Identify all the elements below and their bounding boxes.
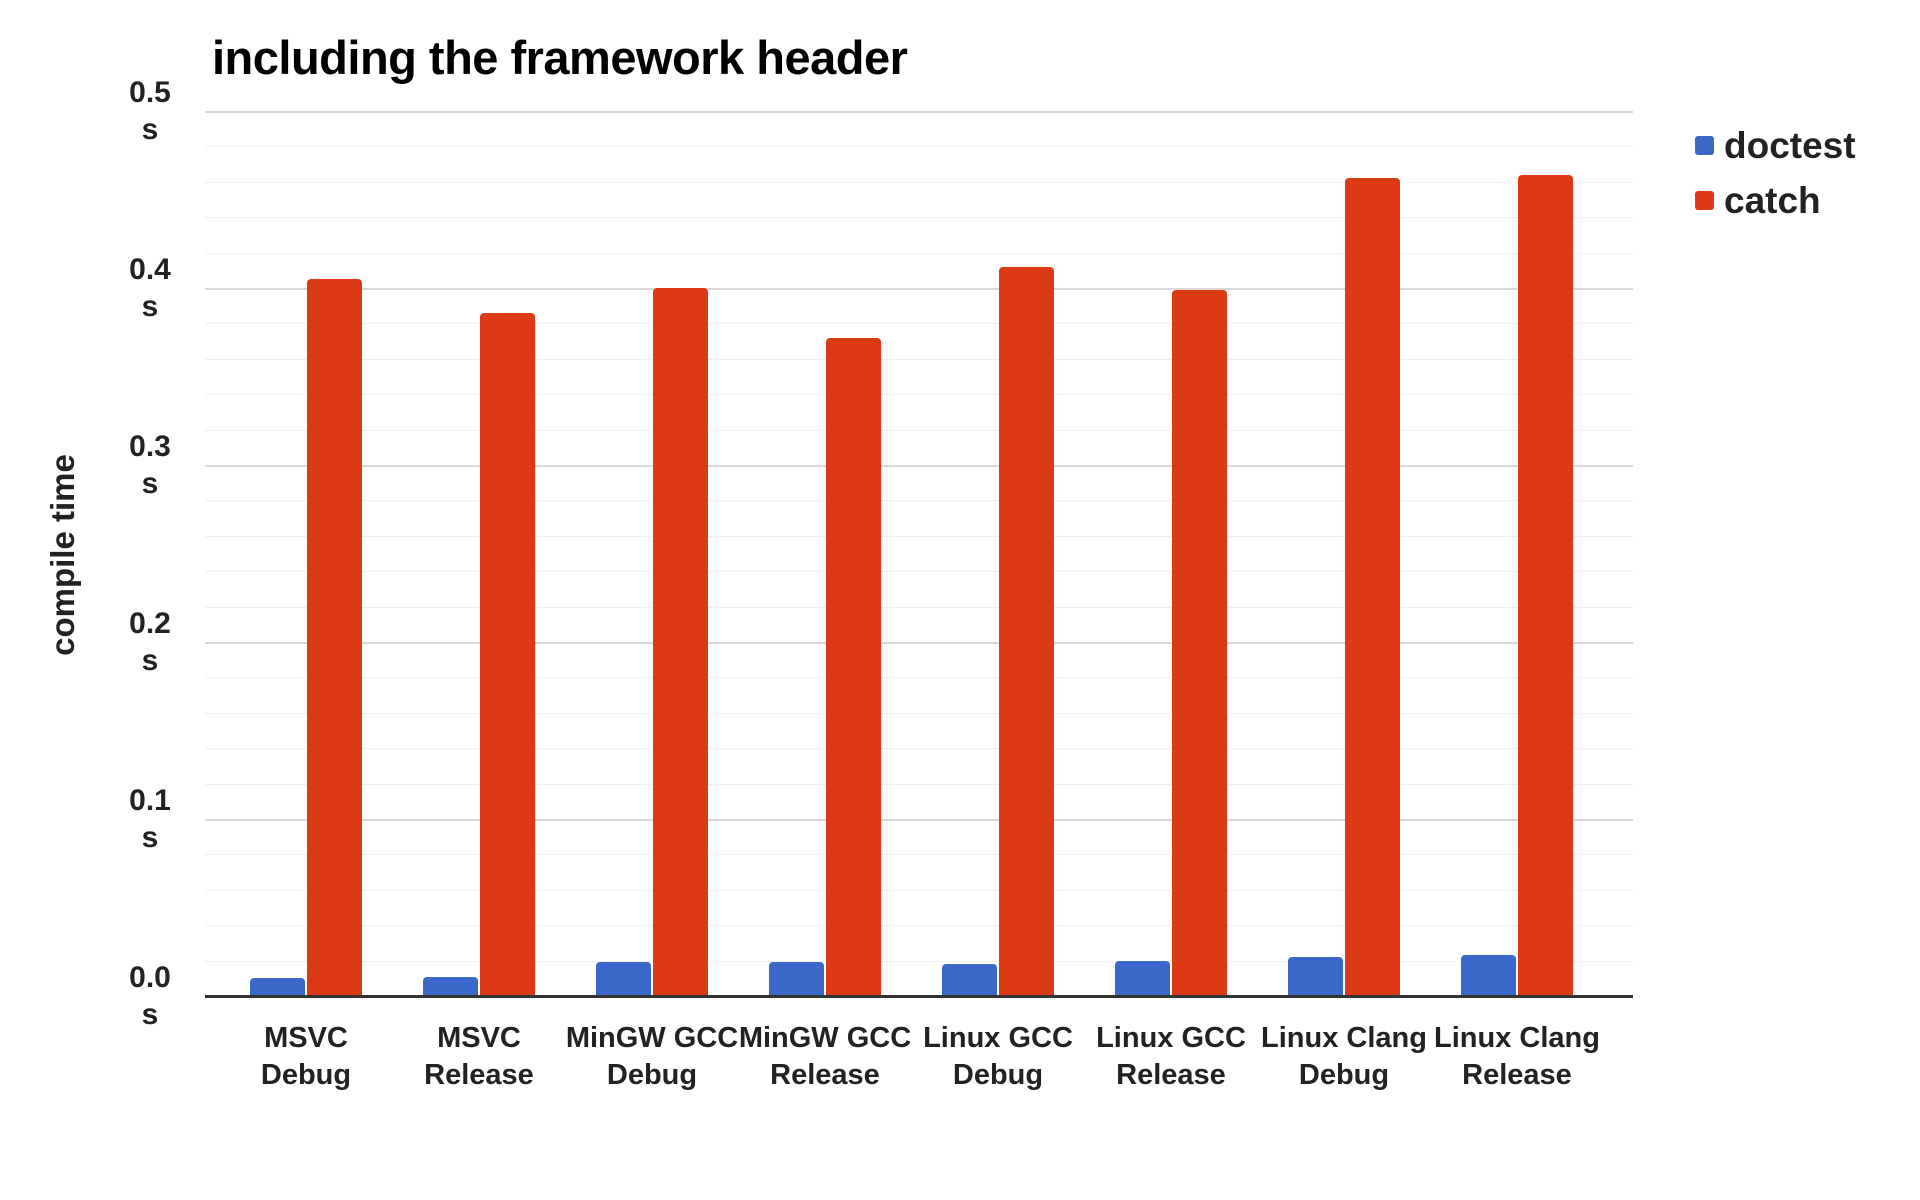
bar-doctest-7 [1461,955,1516,996]
x-axis-category-line: MSVC [264,1022,348,1054]
bar-doctest-1 [423,977,478,996]
y-tick-value: 0.1 [129,784,171,817]
gridline-minor [205,571,1633,572]
legend: doctest catch [1695,118,1856,228]
x-axis-category-line: Release [424,1059,534,1091]
y-tick-value: 0.2 [129,607,171,640]
x-axis-category-line: Linux Clang [1261,1022,1427,1054]
x-axis-line [205,995,1633,998]
bar-catch-4 [999,267,1054,996]
bar-catch-2 [653,288,708,996]
y-tick-value: 0.5 [129,76,171,109]
y-tick-label: 0.4 s [105,251,195,325]
gridline-minor [205,217,1633,218]
y-tick-value: 0.0 [129,961,171,994]
x-axis-category-line: Release [770,1059,880,1091]
legend-item-catch: catch [1695,173,1856,228]
x-axis-category-label: MinGW GCC Debug [557,1020,747,1094]
bar-doctest-5 [1115,961,1170,996]
y-tick-value: 0.3 [129,430,171,463]
gridline-minor [205,253,1633,254]
x-axis-category-line: Release [1462,1059,1572,1091]
x-axis-category-line: Linux Clang [1434,1022,1600,1054]
y-tick-unit: s [141,644,159,677]
gridline-minor [205,536,1633,537]
legend-swatch-catch-icon [1695,191,1714,210]
x-axis-category-label: MSVC Debug [211,1020,401,1094]
bar-catch-7 [1518,175,1573,996]
x-axis-category-line: MSVC [437,1022,521,1054]
y-tick-unit: s [141,998,159,1031]
y-axis-title: compile time [44,454,81,656]
legend-label-doctest: doctest [1724,124,1856,166]
gridline-minor [205,359,1633,360]
gridline-minor [205,961,1633,962]
bar-catch-0 [307,279,362,996]
y-tick-label: 0.2 s [105,605,195,679]
gridline-major [205,465,1633,467]
x-axis-category-line: Release [1116,1059,1226,1091]
legend-swatch-doctest-icon [1695,136,1714,155]
gridline-minor [205,925,1633,926]
y-tick-label: 0.3 s [105,428,195,502]
y-tick-unit: s [141,113,159,146]
legend-label-catch: catch [1724,179,1821,221]
x-axis-category-line: MinGW GCC [738,1022,912,1054]
bar-doctest-6 [1288,957,1343,996]
y-tick-label: 0.1 s [105,782,195,856]
gridline-minor [205,677,1633,678]
gridline-major [205,111,1633,113]
gridline-minor [205,854,1633,855]
gridline-minor [205,182,1633,183]
gridline-minor [205,607,1633,608]
bar-doctest-2 [596,962,651,996]
gridline-minor [205,323,1633,324]
x-axis-category-label: MSVC Release [384,1020,574,1094]
gridline-minor [205,890,1633,891]
y-tick-label: 0.5 s [105,74,195,148]
gridline-minor [205,500,1633,501]
x-axis-category-line: Debug [606,1059,698,1091]
bar-catch-3 [826,338,881,996]
bar-doctest-4 [942,964,997,996]
y-tick-value: 0.4 [129,253,171,286]
gridline-major [205,819,1633,821]
gridline-minor [205,748,1633,749]
x-axis-category-label: Linux Clang Debug [1249,1020,1439,1094]
x-axis-category-line: MinGW GCC [565,1022,739,1054]
bar-catch-6 [1345,178,1400,996]
gridline-minor [205,146,1633,147]
x-axis-category-label: MinGW GCC Release [730,1020,920,1094]
bar-doctest-0 [250,978,305,996]
bar-doctest-3 [769,962,824,996]
y-tick-unit: s [141,290,159,323]
x-axis-category-line: Linux GCC [1096,1022,1246,1054]
x-axis-category-label: Linux GCC Release [1076,1020,1266,1094]
gridline-major [205,642,1633,644]
gridline-minor [205,784,1633,785]
bar-catch-5 [1172,290,1227,996]
y-tick-unit: s [141,467,159,500]
x-axis-category-label: Linux GCC Debug [903,1020,1093,1094]
gridline-minor [205,394,1633,395]
y-tick-label: 0.0 s [105,959,195,1033]
chart-title: including the framework header [212,31,908,84]
y-tick-unit: s [141,821,159,854]
bar-catch-1 [480,313,535,996]
gridline-major [205,288,1633,290]
x-axis-category-line: Linux GCC [923,1022,1073,1054]
gridline-minor [205,430,1633,431]
legend-item-doctest: doctest [1695,118,1856,173]
x-axis-category-line: Debug [1298,1059,1390,1091]
x-axis-category-label: Linux Clang Release [1422,1020,1612,1094]
x-axis-category-line: Debug [952,1059,1044,1091]
gridline-minor [205,713,1633,714]
x-axis-category-line: Debug [260,1059,352,1091]
